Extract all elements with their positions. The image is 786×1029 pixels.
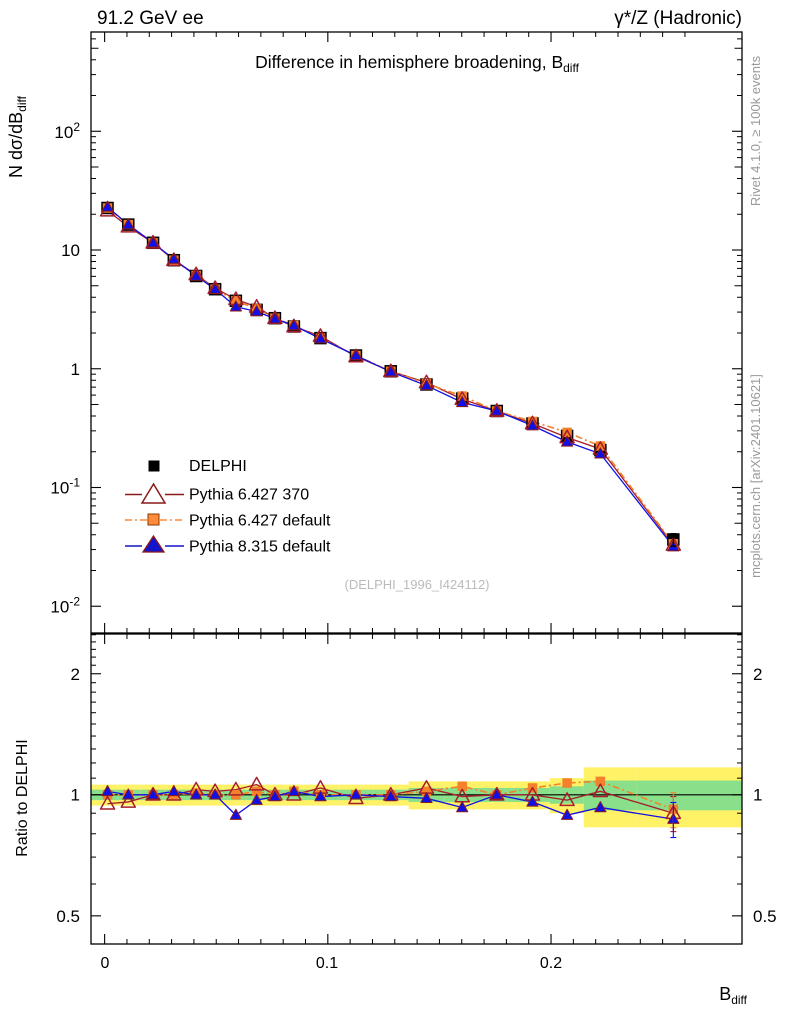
svg-text:Pythia 6.427 default: Pythia 6.427 default bbox=[189, 513, 331, 530]
svg-text:1: 1 bbox=[753, 786, 762, 805]
svg-text:Ratio to DELPHI: Ratio to DELPHI bbox=[14, 739, 31, 856]
svg-text:2: 2 bbox=[753, 665, 762, 684]
svg-text:γ*/Z (Hadronic): γ*/Z (Hadronic) bbox=[614, 8, 742, 29]
svg-text:(DELPHI_1996_I424112): (DELPHI_1996_I424112) bbox=[344, 577, 489, 592]
svg-text:Difference in hemisphere broad: Difference in hemisphere broadening, Bdi… bbox=[255, 52, 580, 75]
svg-text:mcplots.cern.ch [arXiv:2401.10: mcplots.cern.ch [arXiv:2401.10621] bbox=[748, 374, 763, 578]
svg-text:Pythia 6.427 370: Pythia 6.427 370 bbox=[189, 487, 309, 504]
svg-text:2: 2 bbox=[71, 665, 80, 684]
svg-text:DELPHI: DELPHI bbox=[189, 458, 247, 475]
svg-text:1: 1 bbox=[71, 786, 80, 805]
svg-text:Pythia 8.315 default: Pythia 8.315 default bbox=[189, 539, 331, 556]
svg-text:1: 1 bbox=[71, 360, 80, 379]
svg-text:10: 10 bbox=[61, 241, 80, 260]
svg-text:0.5: 0.5 bbox=[56, 907, 80, 926]
svg-text:0.1: 0.1 bbox=[316, 955, 338, 972]
svg-text:91.2 GeV ee: 91.2 GeV ee bbox=[97, 8, 204, 29]
svg-text:Rivet 4.1.0, ≥ 100k events: Rivet 4.1.0, ≥ 100k events bbox=[748, 55, 763, 206]
svg-text:0.2: 0.2 bbox=[540, 955, 562, 972]
svg-text:0.5: 0.5 bbox=[753, 907, 777, 926]
svg-text:0: 0 bbox=[101, 955, 110, 972]
